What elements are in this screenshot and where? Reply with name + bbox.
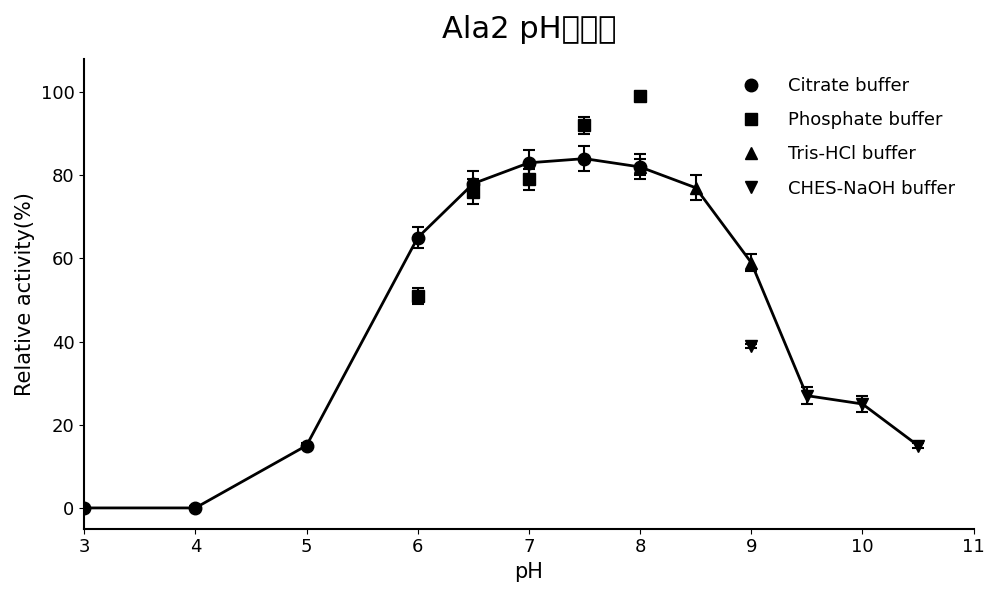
- Citrate buffer: [634, 164, 646, 171]
- Phosphate buffer: [467, 188, 479, 195]
- Line: Citrate buffer: Citrate buffer: [78, 152, 646, 514]
- CHES-NaOH buffer: [856, 401, 868, 408]
- Line: Tris-HCl buffer: Tris-HCl buffer: [634, 161, 758, 269]
- Line: CHES-NaOH buffer: CHES-NaOH buffer: [745, 340, 924, 452]
- Citrate buffer: [412, 234, 424, 241]
- Citrate buffer: [301, 442, 313, 449]
- Citrate buffer: [78, 504, 90, 512]
- Y-axis label: Relative activity(%): Relative activity(%): [15, 192, 35, 396]
- Tris-HCl buffer: [690, 184, 702, 191]
- Phosphate buffer: [578, 122, 590, 129]
- Tris-HCl buffer: [745, 259, 757, 266]
- Citrate buffer: [578, 155, 590, 162]
- Phosphate buffer: [634, 93, 646, 100]
- Line: Phosphate buffer: Phosphate buffer: [411, 90, 646, 302]
- X-axis label: pH: pH: [514, 562, 543, 582]
- Phosphate buffer: [523, 176, 535, 183]
- Phosphate buffer: [412, 293, 424, 300]
- CHES-NaOH buffer: [912, 442, 924, 449]
- Title: Ala2 pH适应性: Ala2 pH适应性: [442, 15, 616, 44]
- Citrate buffer: [189, 504, 201, 512]
- Tris-HCl buffer: [634, 164, 646, 171]
- Legend: Citrate buffer, Phosphate buffer, Tris-HCl buffer, CHES-NaOH buffer: Citrate buffer, Phosphate buffer, Tris-H…: [720, 68, 965, 207]
- CHES-NaOH buffer: [745, 342, 757, 349]
- Citrate buffer: [467, 180, 479, 187]
- Citrate buffer: [523, 159, 535, 167]
- CHES-NaOH buffer: [801, 392, 813, 399]
